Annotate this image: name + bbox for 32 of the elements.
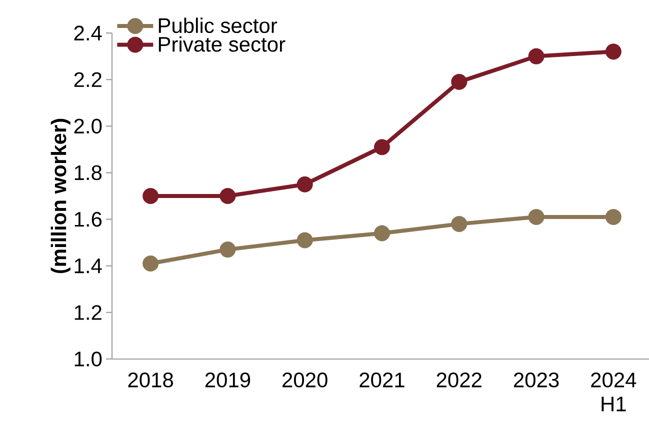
y-tick-label: 1.2: [74, 305, 102, 320]
point: [296, 232, 313, 248]
y-tick-label: 1.6: [74, 212, 102, 227]
y-tick-label: 1.8: [74, 165, 102, 180]
point: [142, 256, 159, 272]
point: [605, 44, 622, 60]
point: [451, 74, 468, 90]
y-axis-title: (million worker): [50, 118, 70, 274]
point: [528, 208, 544, 225]
point: [142, 188, 159, 204]
point: [528, 48, 544, 64]
point: [296, 176, 313, 192]
point: [220, 242, 236, 258]
point: [374, 225, 390, 242]
x-tick-label: 2018: [128, 372, 173, 388]
legend-label: Private sector: [158, 36, 286, 52]
y-tick-label: 2.2: [74, 72, 102, 87]
x-tick-label: 2021: [360, 372, 404, 388]
y-tick-label: 1.0: [74, 352, 102, 366]
y-tick-label: 2.4: [74, 26, 102, 40]
point: [605, 208, 622, 225]
point: [220, 188, 236, 204]
x-tick-label: 2019: [205, 372, 250, 388]
y-tick-label: 1.4: [74, 258, 102, 274]
x-tick-label: 2022: [436, 372, 482, 388]
x-tick-label: 2020: [282, 372, 328, 388]
x-tick-label: 2023: [514, 372, 559, 388]
point: [451, 216, 468, 232]
point: [374, 139, 390, 156]
x-tick-label: 2024 H1: [591, 372, 636, 412]
y-tick-label: 2.0: [74, 118, 102, 134]
legend-label: Public sector: [158, 18, 278, 34]
